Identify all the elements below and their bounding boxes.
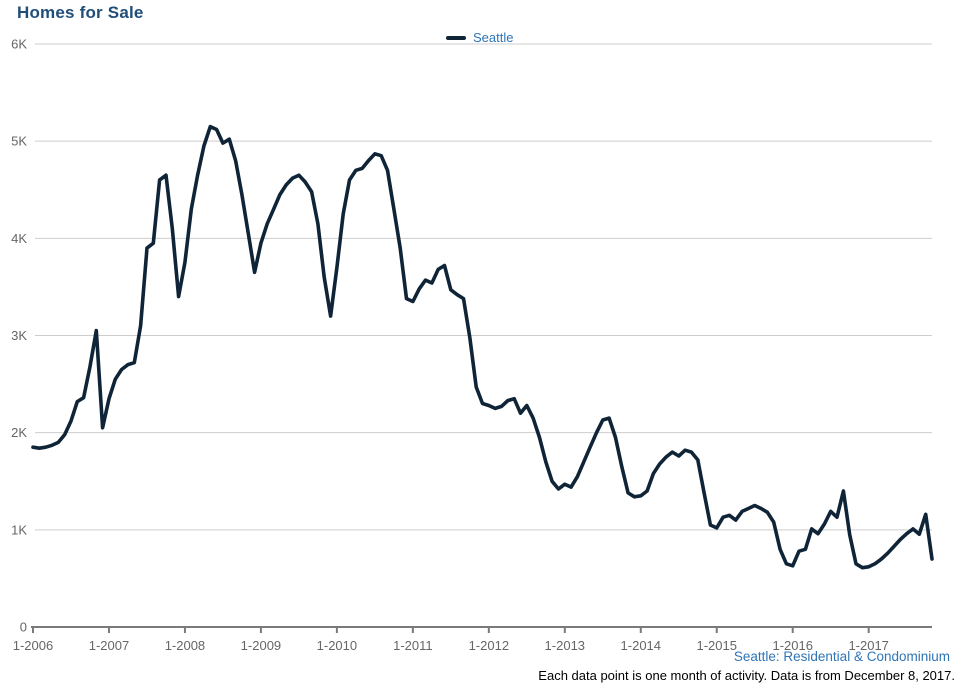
x-axis-label: 1-2007: [89, 638, 129, 653]
y-axis-label: 0: [20, 620, 27, 635]
legend-item-seattle[interactable]: Seattle: [446, 30, 513, 45]
x-axis-label: 1-2014: [621, 638, 661, 653]
x-axis-label: 1-2016: [772, 638, 812, 653]
y-axis-label: 6K: [11, 37, 27, 52]
data-note: Each data point is one month of activity…: [538, 668, 955, 683]
y-axis-label: 5K: [11, 134, 27, 149]
x-axis-label: 1-2015: [697, 638, 737, 653]
page-title: Homes for Sale: [17, 3, 144, 22]
x-axis-label: 1-2006: [13, 638, 53, 653]
seattle-series-line: [31, 124, 934, 570]
x-axis-label: 1-2009: [241, 638, 281, 653]
y-axis-label: 1K: [11, 522, 27, 537]
y-axis-label: 4K: [11, 231, 27, 246]
x-axis-label: 1-2008: [165, 638, 205, 653]
x-axis-label: 1-2010: [317, 638, 357, 653]
line-swatch-icon: [446, 35, 466, 40]
x-axis-label: 1-2012: [469, 638, 509, 653]
x-axis-label: 1-2013: [545, 638, 585, 653]
y-axis-label: 3K: [11, 328, 27, 343]
legend-label: Seattle: [473, 30, 514, 45]
y-axis-label: 2K: [11, 425, 27, 440]
x-axis-label: 1-2017: [848, 638, 888, 653]
homes-for-sale-chart: 0 1K 2K 3K 4K 5K 6K 1-2006 1-2007 1-2008 1-2009 1-2…: [11, 37, 934, 653]
source-link[interactable]: Seattle: Residential & Condominium: [733, 649, 950, 664]
x-axis-label: 1-2011: [393, 638, 433, 653]
